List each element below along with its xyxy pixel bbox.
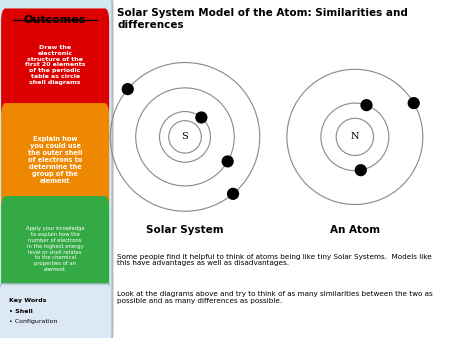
Circle shape xyxy=(360,99,373,111)
FancyBboxPatch shape xyxy=(0,284,111,338)
Text: Key Words: Key Words xyxy=(9,298,46,303)
Text: Outcomes: Outcomes xyxy=(24,15,86,25)
Text: N: N xyxy=(351,132,359,141)
Text: Draw the
electronic
structure of the
first 20 elements
of the periodic
table as : Draw the electronic structure of the fir… xyxy=(25,45,86,85)
FancyBboxPatch shape xyxy=(0,0,112,338)
Text: • Shell: • Shell xyxy=(9,309,32,314)
FancyBboxPatch shape xyxy=(1,196,109,303)
Text: Some people find it helpful to think of atoms being like tiny Solar Systems.  Mo: Some people find it helpful to think of … xyxy=(117,254,432,266)
Circle shape xyxy=(336,118,373,155)
Text: An Atom: An Atom xyxy=(330,225,380,235)
Circle shape xyxy=(122,83,134,95)
Text: • Configuration: • Configuration xyxy=(9,319,57,324)
Text: Apply your knowledge
to explain how the
number of electrons
in the highest energ: Apply your knowledge to explain how the … xyxy=(26,226,85,272)
Circle shape xyxy=(227,188,239,200)
Circle shape xyxy=(221,155,234,168)
Circle shape xyxy=(355,164,367,176)
Text: S: S xyxy=(182,132,189,141)
Text: Solar System Model of the Atom: Similarities and
differences: Solar System Model of the Atom: Similari… xyxy=(117,8,408,30)
Circle shape xyxy=(195,112,207,124)
Circle shape xyxy=(169,121,201,153)
Text: Solar System: Solar System xyxy=(146,225,224,235)
Text: Explain how
you could use
the outer shell
of electrons to
determine the
group of: Explain how you could use the outer shel… xyxy=(28,136,82,184)
FancyBboxPatch shape xyxy=(1,103,109,216)
Text: Look at the diagrams above and try to think of as many similarities between the : Look at the diagrams above and try to th… xyxy=(117,291,433,304)
FancyBboxPatch shape xyxy=(1,8,109,122)
Circle shape xyxy=(408,97,420,109)
